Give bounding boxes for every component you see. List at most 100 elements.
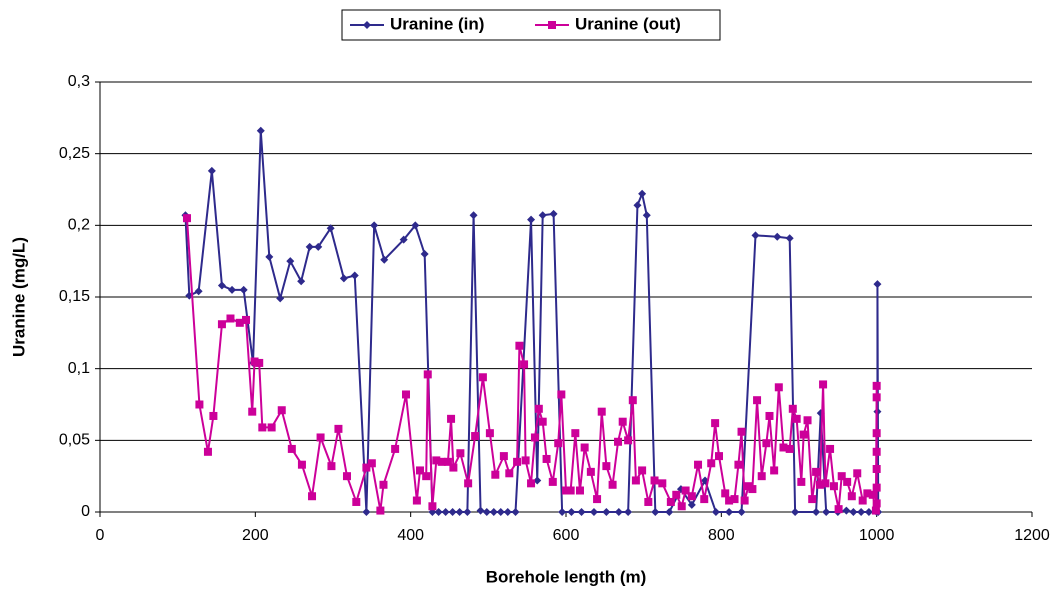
marker xyxy=(402,390,411,399)
marker xyxy=(757,472,766,481)
marker xyxy=(277,406,286,415)
marker xyxy=(651,508,660,516)
marker xyxy=(834,505,843,514)
marker xyxy=(496,508,505,516)
marker xyxy=(203,447,212,456)
marker xyxy=(370,221,379,230)
marker xyxy=(638,466,647,475)
marker xyxy=(443,457,452,466)
marker xyxy=(672,490,681,499)
marker xyxy=(774,383,783,392)
marker xyxy=(624,508,633,516)
marker xyxy=(748,485,757,494)
marker xyxy=(567,508,576,516)
x-tick-label: 200 xyxy=(242,527,269,544)
marker xyxy=(297,460,306,469)
marker xyxy=(812,508,821,516)
marker xyxy=(700,495,709,504)
marker xyxy=(411,221,420,230)
marker xyxy=(447,414,456,423)
marker xyxy=(250,357,259,366)
marker xyxy=(872,429,881,438)
marker xyxy=(873,280,882,289)
marker xyxy=(872,381,881,390)
x-tick-label: 1200 xyxy=(1014,527,1050,544)
marker xyxy=(521,456,530,465)
marker xyxy=(788,404,797,413)
marker xyxy=(476,506,485,515)
marker xyxy=(785,444,794,453)
marker xyxy=(853,469,862,478)
marker xyxy=(593,495,602,504)
marker xyxy=(687,492,696,501)
marker xyxy=(725,508,734,516)
marker xyxy=(725,496,734,505)
marker xyxy=(562,486,570,495)
legend-label: Uranine (out) xyxy=(575,14,681,33)
marker xyxy=(791,508,800,516)
marker xyxy=(770,466,779,475)
marker xyxy=(822,508,831,516)
marker xyxy=(286,257,295,266)
marker xyxy=(256,126,265,135)
marker xyxy=(589,508,598,516)
marker xyxy=(557,390,566,399)
marker xyxy=(618,417,627,426)
marker xyxy=(538,417,547,426)
marker xyxy=(287,444,296,453)
marker xyxy=(217,281,226,290)
marker xyxy=(737,508,746,516)
y-tick-label: 0,25 xyxy=(59,145,90,162)
marker xyxy=(527,215,536,224)
marker xyxy=(485,429,494,438)
marker xyxy=(580,443,589,452)
marker xyxy=(658,479,667,488)
marker xyxy=(614,508,623,516)
marker xyxy=(575,486,584,495)
marker xyxy=(327,462,336,471)
marker xyxy=(482,508,491,516)
marker xyxy=(228,285,237,294)
marker xyxy=(448,508,457,516)
marker xyxy=(339,274,348,283)
marker xyxy=(362,508,371,516)
marker xyxy=(721,489,730,498)
marker xyxy=(352,497,361,506)
marker xyxy=(642,211,651,220)
marker xyxy=(797,477,806,486)
marker xyxy=(554,439,563,448)
marker xyxy=(829,482,838,491)
marker xyxy=(441,508,450,516)
y-tick-label: 0,1 xyxy=(68,360,90,377)
marker xyxy=(740,496,749,505)
marker xyxy=(826,444,835,453)
marker xyxy=(638,189,647,198)
marker xyxy=(412,496,421,505)
marker xyxy=(376,506,385,515)
marker xyxy=(437,457,446,466)
marker xyxy=(471,432,480,441)
marker xyxy=(586,467,595,476)
marker xyxy=(762,439,771,448)
marker xyxy=(432,456,441,465)
marker xyxy=(872,393,881,402)
marker xyxy=(871,506,880,515)
marker xyxy=(872,499,881,508)
marker xyxy=(864,508,873,516)
marker xyxy=(489,508,498,516)
marker xyxy=(503,508,512,516)
x-tick-label: 800 xyxy=(708,527,735,544)
y-tick-label: 0,3 xyxy=(68,73,90,90)
y-axis-label: Uranine (mg/L) xyxy=(9,237,28,357)
marker xyxy=(455,508,464,516)
marker xyxy=(681,486,690,495)
marker xyxy=(631,476,640,485)
marker xyxy=(608,480,617,489)
marker xyxy=(577,508,586,516)
marker xyxy=(785,234,794,243)
marker xyxy=(803,416,812,425)
marker xyxy=(242,315,251,324)
marker xyxy=(530,433,539,442)
marker xyxy=(422,472,431,481)
